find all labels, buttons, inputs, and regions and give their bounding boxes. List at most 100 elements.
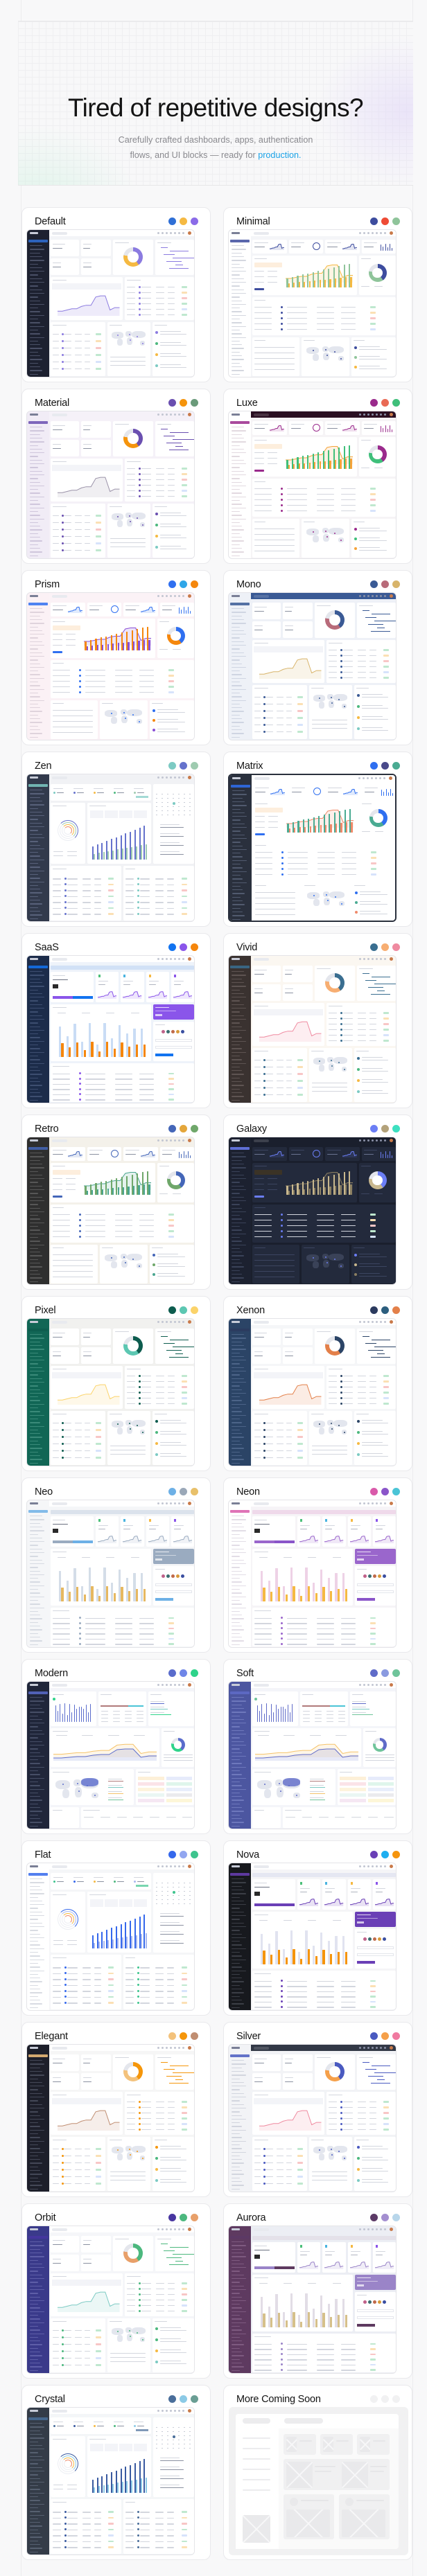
sidebar-item[interactable] [30, 1741, 42, 1742]
toolbar-icon[interactable] [384, 1139, 386, 1142]
sidebar-item[interactable] [232, 645, 246, 646]
toolbar-icon[interactable] [162, 2410, 164, 2412]
sidebar-item[interactable] [232, 1744, 246, 1746]
sidebar-item[interactable] [232, 2245, 246, 2246]
calendar-day[interactable] [172, 1903, 175, 1905]
toolbar-icon[interactable] [380, 2228, 382, 2230]
sidebar-item[interactable] [232, 2278, 246, 2280]
sidebar-item[interactable] [232, 1610, 240, 1613]
sidebar-item[interactable] [30, 544, 38, 545]
sidebar-item[interactable] [30, 1519, 44, 1520]
promo-button[interactable] [356, 1921, 364, 1924]
toolbar-icon[interactable] [162, 1865, 164, 1867]
sidebar-item[interactable] [30, 733, 42, 734]
contact-avatar[interactable] [166, 1574, 170, 1578]
theme-card[interactable]: Neon [223, 1477, 412, 1653]
sidebar-item[interactable] [232, 1763, 242, 1764]
toolbar-icon[interactable] [170, 2410, 172, 2412]
calendar-day[interactable] [166, 1899, 169, 1901]
sidebar-item[interactable] [30, 685, 40, 686]
sidebar-item[interactable] [30, 489, 38, 490]
sidebar-item[interactable] [30, 434, 40, 435]
sidebar-item-active[interactable] [230, 966, 250, 968]
avatar[interactable] [390, 957, 393, 961]
sidebar-item[interactable] [232, 1033, 240, 1035]
toolbar-icon[interactable] [376, 2228, 378, 2230]
request-button[interactable] [274, 1540, 295, 1543]
sidebar-item[interactable] [30, 903, 42, 905]
sidebar-item[interactable] [232, 689, 246, 690]
sidebar-item[interactable] [232, 1726, 240, 1727]
sidebar-item[interactable] [232, 529, 244, 531]
sidebar-item[interactable] [30, 2503, 44, 2505]
sidebar-item[interactable] [30, 1697, 42, 1698]
toolbar-icon[interactable] [372, 1684, 374, 1686]
toolbar-icon[interactable] [358, 777, 360, 779]
sidebar-item[interactable] [232, 1574, 246, 1576]
sidebar-item-active[interactable] [230, 2054, 250, 2057]
sidebar-item[interactable] [232, 366, 242, 368]
calendar-day[interactable] [166, 798, 169, 799]
sidebar-item[interactable] [232, 510, 240, 513]
sidebar-item[interactable] [30, 267, 42, 269]
search-input[interactable] [52, 2046, 67, 2050]
sidebar-item[interactable] [232, 445, 240, 446]
sidebar-item[interactable] [232, 641, 244, 643]
sidebar-item[interactable] [232, 252, 242, 254]
sidebar-item[interactable] [232, 1099, 240, 1101]
amount-input[interactable] [356, 1590, 394, 1593]
toolbar-icon[interactable] [178, 1502, 180, 1504]
sidebar-item[interactable] [30, 1381, 44, 1383]
calendar-day[interactable] [166, 1895, 169, 1897]
avatar[interactable] [188, 413, 191, 416]
sidebar-item[interactable] [232, 448, 244, 450]
request-button[interactable] [73, 996, 94, 999]
sidebar-item[interactable] [232, 2129, 246, 2131]
toolbar-icon[interactable] [162, 1321, 164, 1323]
sidebar-item[interactable] [30, 619, 42, 621]
toolbar-icon[interactable] [367, 1865, 369, 1867]
sidebar-item[interactable] [30, 337, 44, 338]
sidebar-item[interactable] [30, 529, 42, 531]
toolbar-icon[interactable] [157, 958, 159, 960]
send-button[interactable] [356, 1961, 376, 1964]
sidebar-item[interactable] [232, 2347, 240, 2350]
sidebar-item[interactable] [30, 2170, 40, 2171]
sidebar-item[interactable] [30, 736, 38, 738]
calendar-day[interactable] [172, 2435, 175, 2438]
sidebar-item[interactable] [232, 1070, 242, 1072]
sidebar-item[interactable] [232, 1051, 246, 1053]
sidebar-item[interactable] [232, 2118, 246, 2120]
calendar-day[interactable] [166, 2435, 169, 2437]
sidebar-item[interactable] [30, 2452, 38, 2453]
sidebar-item[interactable] [30, 1259, 38, 1261]
sidebar-item[interactable] [232, 2151, 246, 2153]
sidebar-item[interactable] [232, 333, 242, 335]
sidebar-item[interactable] [232, 2070, 244, 2072]
sidebar-item[interactable] [232, 736, 240, 738]
sidebar-item[interactable] [30, 1904, 44, 1906]
search-input[interactable] [52, 2228, 67, 2231]
toolbar-icon[interactable] [166, 1865, 168, 1867]
contact-avatar[interactable] [372, 2300, 376, 2304]
avatar[interactable] [188, 2046, 191, 2050]
sidebar-item[interactable] [30, 2300, 44, 2302]
sidebar-item[interactable] [30, 351, 38, 353]
promo-button[interactable] [356, 2284, 364, 2286]
sidebar-item[interactable] [232, 2100, 240, 2102]
search-input[interactable] [254, 1502, 269, 1505]
sidebar-item[interactable] [232, 547, 242, 549]
sidebar-item[interactable] [232, 1218, 242, 1220]
account-select[interactable] [356, 1583, 394, 1586]
toolbar-icon[interactable] [157, 2410, 159, 2412]
contact-avatar[interactable] [175, 1574, 180, 1578]
sidebar-item[interactable] [30, 533, 38, 535]
avatar[interactable] [389, 776, 392, 780]
sidebar-item[interactable] [232, 1996, 240, 1997]
account-select[interactable] [155, 1583, 192, 1586]
sidebar-item[interactable] [30, 1718, 42, 1721]
request-button[interactable] [274, 2266, 295, 2269]
calendar-day[interactable] [177, 1899, 180, 1901]
toolbar-icon[interactable] [380, 958, 382, 960]
calendar-day[interactable] [177, 798, 180, 799]
